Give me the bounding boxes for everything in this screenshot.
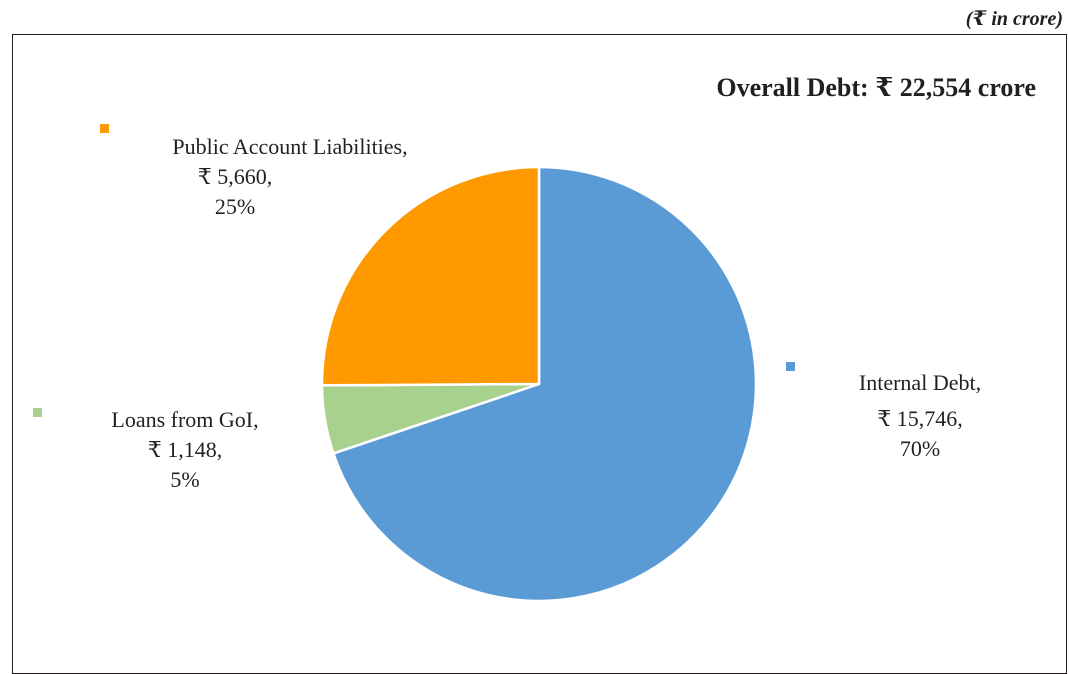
swatch-public-account-liabilities	[100, 124, 109, 133]
label-internal-debt-percent: 70%	[899, 436, 941, 461]
label-internal-debt-value: ₹ 15,746,	[877, 406, 963, 431]
label-loans-from-goi-percent: 5%	[170, 467, 200, 492]
swatch-loans-from-goi	[33, 408, 42, 417]
label-public-account-liabilities-percent: 25%	[214, 194, 256, 219]
pie-slice-internal-debt	[332, 165, 758, 603]
label-public-account-liabilities: Public Account Liabilities, ₹ 5,660, 25%	[130, 132, 450, 222]
label-public-account-liabilities-value: ₹ 5,660,	[197, 164, 273, 189]
label-loans-from-goi-name: Loans from GoI,	[111, 407, 259, 432]
unit-note: (₹ in crore)	[965, 8, 1063, 30]
label-loans-from-goi-value: ₹ 1,148,	[147, 437, 223, 462]
swatch-internal-debt	[786, 362, 795, 371]
pie-slice-public-account-liabilities	[320, 165, 541, 387]
label-public-account-liabilities-name: Public Account Liabilities,	[172, 134, 408, 159]
label-internal-debt: Internal Debt, ₹ 15,746, 70%	[820, 368, 1020, 464]
label-loans-from-goi: Loans from GoI, ₹ 1,148, 5%	[80, 405, 290, 495]
label-internal-debt-name: Internal Debt,	[858, 370, 982, 395]
chart-title: Overall Debt: ₹ 22,554 crore	[716, 73, 1036, 102]
